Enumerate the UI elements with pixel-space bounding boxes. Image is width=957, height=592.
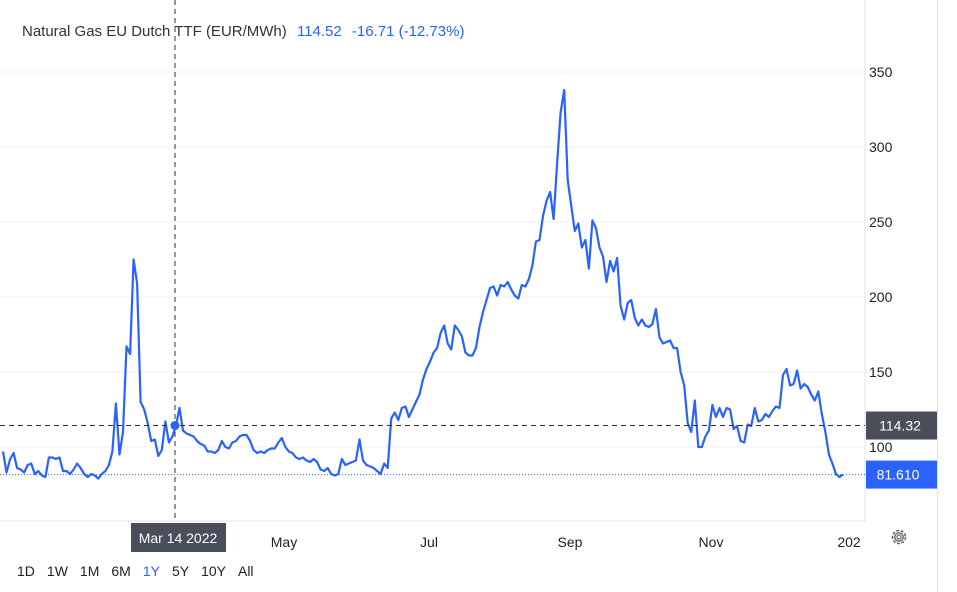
range-button-1w[interactable]: 1W [46,563,68,579]
y-tick-label: 100 [869,439,893,455]
crosshair-date-label: Mar 14 2022 [131,523,226,552]
chart-header: Natural Gas EU Dutch TTF (EUR/MWh) 114.5… [22,23,464,40]
panel-border [937,0,938,592]
x-tick-label: 202 [837,534,861,550]
x-tick-label: Sep [558,534,583,550]
range-button-1y[interactable]: 1Y [142,563,160,579]
svg-text:81.610: 81.610 [877,467,920,483]
grid-lines [0,0,866,521]
range-selector: 1D 1W 1M 6M 1Y 5Y 10Y All [17,563,266,579]
y-axis: 350 300 250 200 150 100 [869,64,893,455]
gear-icon[interactable] [889,527,909,547]
y-tick-label: 200 [869,289,893,305]
price-change: -16.71 (-12.73%) [351,23,465,40]
range-button-all[interactable]: All [237,563,254,579]
crosshair-price-label: 114.32 [866,411,937,440]
range-button-5y[interactable]: 5Y [171,563,190,579]
range-button-1d[interactable]: 1D [17,563,35,579]
range-button-10y[interactable]: 10Y [201,563,226,579]
y-tick-label: 300 [869,139,893,155]
x-tick-label: Nov [699,534,724,550]
y-tick-label: 250 [869,214,893,230]
last-price-label: 81.610 [866,460,937,489]
x-axis: May Jul Sep Nov 202 [271,534,861,550]
svg-text:114.32: 114.32 [879,418,921,434]
svg-text:Mar 14 2022: Mar 14 2022 [139,530,218,546]
price-series-line [1,88,844,480]
x-tick-label: Jul [420,534,438,550]
y-tick-label: 350 [869,64,893,80]
range-button-1m[interactable]: 1M [79,563,100,579]
y-tick-label: 150 [869,364,893,380]
crosshair-point [170,421,180,431]
x-tick-label: May [271,534,297,550]
range-button-6m[interactable]: 6M [111,563,131,579]
current-price: 114.52 [296,23,342,40]
instrument-title: Natural Gas EU Dutch TTF (EUR/MWh) [22,23,287,40]
